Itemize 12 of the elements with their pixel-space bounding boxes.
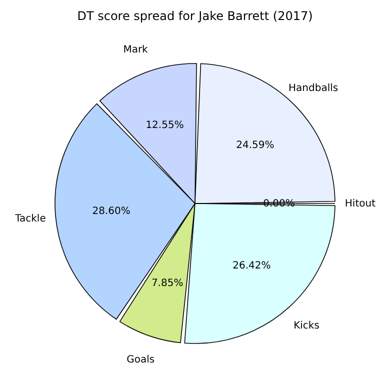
- chart-title: DT score spread for Jake Barrett (2017): [77, 9, 313, 23]
- slice-label: Mark: [123, 44, 148, 56]
- data-label: 24.59%: [236, 140, 274, 151]
- slice-label: Kicks: [294, 320, 320, 332]
- category-label: Hitout: [344, 198, 376, 210]
- slice-label: Tackle: [14, 213, 46, 224]
- slice-label: Goals: [126, 354, 155, 366]
- slice-label: Handballs: [288, 83, 338, 94]
- data-label: 7.85%: [151, 278, 184, 289]
- data-label: 28.60%: [92, 206, 130, 218]
- data-label: 12.55%: [146, 120, 184, 132]
- data-label: 26.42%: [232, 260, 271, 272]
